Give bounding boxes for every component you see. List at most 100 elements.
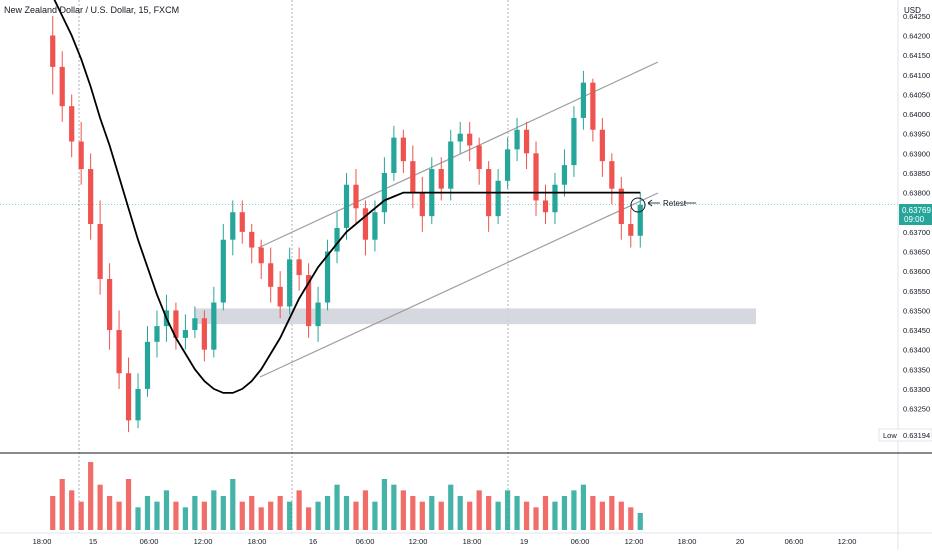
price-tick-label: 0.63500 [903,306,930,315]
retest-circle [630,197,646,213]
volume-bar [106,496,113,530]
candle-body [287,259,293,307]
candle-body [561,165,568,185]
candle-body [599,129,605,162]
candle-body [580,82,587,118]
volume-bar [78,501,84,530]
time-tick-label: 19 [520,537,528,546]
candle-body [78,141,84,170]
candle-body [334,227,340,252]
retest-label: Retest [663,199,687,208]
time-tick-label: 12:00 [194,537,213,546]
price-tick-label: 0.63650 [903,247,930,256]
volume-bar [59,479,65,530]
time-tick-label: 12:00 [838,537,857,546]
low-label-bg [878,428,932,442]
price-tick-label: 0.64050 [903,90,930,99]
candle-body [391,137,397,173]
volume-bar [561,496,568,530]
volume-bar [599,501,605,530]
candle [609,153,615,205]
volume-bar [277,496,283,530]
candle [495,169,501,224]
volume-bar [372,501,378,530]
volume-bar [353,501,359,530]
candle [315,286,321,342]
candle-body [523,129,530,154]
volume-bar [552,501,558,530]
candle [552,172,558,224]
volume-bar [429,496,435,530]
time-tick-label: 06:00 [571,537,590,546]
candle-body [220,239,226,303]
candle [135,373,141,429]
price-tick-label: 0.63250 [903,405,930,414]
candle [59,51,65,122]
candle-body [125,373,132,421]
candle-body [628,224,634,236]
candle-body [438,169,444,189]
price-tick-label: 0.63300 [903,385,930,394]
candle [268,247,274,303]
price-tick-label: 0.63600 [903,267,930,276]
candle-body [277,286,283,307]
candle [125,357,132,433]
candle-body [173,310,179,338]
candle [637,192,643,248]
price-tick-label: 0.63800 [903,189,930,198]
time-tick-label: 16 [309,537,317,546]
time-tick-label: 06:00 [356,537,375,546]
candle [192,306,198,338]
candle-body [305,275,312,327]
volume-bar [476,490,482,530]
volume-bar [287,501,293,530]
volume-bar [571,490,577,530]
candle [353,169,359,224]
candle-body [296,259,302,276]
volume-bar [523,501,530,530]
candle-body [315,302,321,327]
volume-bar [97,484,103,530]
candle [429,157,435,224]
volume-bar [315,501,321,530]
moving-average-line [53,0,641,394]
candle-body [533,153,539,201]
candle-body [116,330,122,374]
candle-body [609,161,615,189]
candle [230,200,236,256]
candle [334,212,340,264]
time-tick-label: 06:00 [140,537,159,546]
volume-bar [486,496,492,530]
candle-body [249,231,255,248]
candle-body [182,330,189,338]
volume-bar [400,490,406,530]
candle-body [495,180,501,217]
candle [239,200,245,244]
volume-bar [154,501,160,530]
price-tick-label: 0.64150 [903,51,930,60]
candle [419,176,425,232]
retest-annotation: Retest [630,197,696,213]
volume-bar [457,496,463,530]
candle [116,310,122,389]
candle-body [381,172,388,213]
grid-lines [0,0,898,533]
candle [50,15,56,95]
price-tick-label: 0.64100 [903,71,930,80]
volume-bar [173,501,179,530]
moving-average-layer [53,0,641,394]
volume-bar [305,507,312,530]
time-tick-label: 06:00 [785,537,804,546]
candle-body [457,133,463,142]
volume-bar [580,484,587,530]
candle [580,70,587,130]
candle-body [504,149,511,181]
price-tick-label: 0.63350 [903,365,930,374]
candle [542,184,549,224]
volume-bar [220,496,226,530]
candle-body [571,117,577,166]
candle [467,121,473,162]
candle [486,161,492,232]
